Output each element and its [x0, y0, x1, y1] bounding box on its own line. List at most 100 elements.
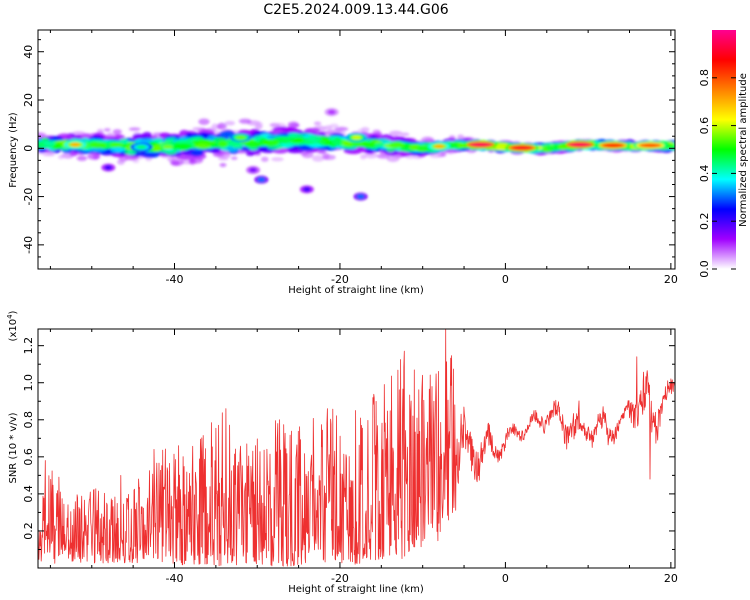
- spectrogram-cell: [360, 154, 367, 160]
- spectrogram-cell: [219, 162, 227, 167]
- spectrogram-cell: [142, 150, 161, 158]
- figure-title: C2E5.2024.009.13.44.G06: [263, 2, 448, 18]
- spectrogram-cell: [329, 129, 342, 134]
- x-tick-label: -20: [331, 572, 349, 585]
- spectrogram-cell: [304, 128, 320, 133]
- spectrogram-cell: [218, 140, 228, 148]
- spectrogram-cell: [173, 142, 192, 150]
- spectrogram-y-axis-label: Frequency (Hz): [8, 112, 19, 188]
- spectrogram-cell: [211, 123, 219, 130]
- x-tick-label: -40: [166, 273, 184, 286]
- spectrogram-hotspot: [639, 143, 662, 148]
- snr-frame: [37, 328, 676, 569]
- spectrogram-cell: [545, 145, 559, 151]
- spectrogram-cell: [109, 142, 124, 148]
- spectrogram-hotspot: [70, 142, 81, 147]
- spectrogram-cell: [317, 149, 327, 154]
- spectrogram-cell: [72, 131, 86, 136]
- spectrogram-cell: [307, 135, 322, 143]
- spectrogram-cell: [389, 141, 405, 149]
- spectrogram-cell: [357, 128, 366, 133]
- spectrogram-cell: [338, 139, 355, 146]
- spectrogram-cell: [416, 146, 431, 151]
- y-tick-label: 1.0: [22, 374, 35, 392]
- y-tick-label: 1.2: [22, 337, 35, 355]
- y-tick-label: 0.6: [22, 448, 35, 466]
- x-tick-label: 0: [502, 273, 509, 286]
- y-tick-label: 20: [22, 93, 35, 107]
- spectrogram-hotspot: [434, 144, 445, 149]
- x-tick-label: -20: [331, 273, 349, 286]
- spectrogram-hotspot: [510, 145, 533, 150]
- colorbar-tick-label: 0.4: [698, 165, 711, 183]
- spectrogram-outlier: [104, 165, 113, 171]
- colorbar: 0.0 0.2 0.4 0.6 0.8 Normalized spectral ampl…: [698, 30, 749, 278]
- spectrogram-hotspot: [136, 145, 147, 150]
- spectrogram-hotspot: [235, 135, 246, 140]
- spectrogram-x-axis-label: Height of straight line (km): [288, 285, 424, 296]
- spectrogram-outlier: [356, 194, 365, 200]
- spectrogram-cell: [386, 155, 400, 162]
- spectrogram-cell: [293, 137, 304, 143]
- spectrogram-outlier: [327, 109, 336, 115]
- spectrogram-cell: [169, 159, 184, 166]
- spectrogram-cell: [128, 127, 141, 131]
- spectrogram-cell: [313, 121, 322, 126]
- colorbar-tick-label: 0.0: [698, 260, 711, 278]
- colorbar-scale: [712, 30, 736, 269]
- spectrogram-cell: [282, 136, 295, 141]
- spectrogram-cell: [260, 156, 269, 162]
- spectrogram-cell: [262, 139, 279, 147]
- spectrogram-cell: [42, 152, 56, 157]
- spectrogram-cell: [162, 144, 173, 150]
- spectrogram-cell: [324, 125, 333, 131]
- spectrogram-cell: [216, 124, 223, 130]
- spectrogram-cell: [190, 149, 204, 157]
- spectrogram-cell: [88, 141, 107, 149]
- spectrogram-heatmap: [38, 108, 675, 201]
- spectrogram-cell: [224, 120, 236, 126]
- spectrogram-cell: [198, 118, 210, 126]
- spectrogram-cell: [114, 134, 125, 140]
- spectrogram-cell: [389, 130, 403, 136]
- y-tick-label: -20: [22, 188, 35, 206]
- spectrogram-cell: [219, 131, 233, 138]
- spectrogram-cell: [103, 128, 111, 132]
- snr-y-axis-label: SNR (10 * v/v): [8, 412, 19, 483]
- x-tick-label: 20: [664, 572, 678, 585]
- spectrogram-cell: [53, 142, 63, 150]
- y-tick-label: 0.4: [22, 485, 35, 503]
- x-tick-label: -40: [166, 572, 184, 585]
- spectrogram-cell: [97, 128, 104, 133]
- y-tick-label: -40: [22, 236, 35, 254]
- spectrogram-outlier: [249, 167, 258, 173]
- spectrogram-ticks: -40 -20 0 20 -40 -20 0 20 40: [22, 30, 678, 286]
- spectrogram-cell: [76, 155, 88, 161]
- spectrogram-hotspot: [469, 142, 492, 147]
- spectrogram-cell: [290, 123, 300, 128]
- spectrogram-cell: [255, 123, 263, 130]
- colorbar-ticks: 0.0 0.2 0.4 0.6 0.8: [698, 69, 736, 278]
- spectrogram-cell: [322, 154, 336, 161]
- spectrogram-cell: [376, 153, 391, 159]
- spectrogram-cell: [373, 142, 385, 148]
- y-tick-label: 0: [22, 145, 35, 152]
- spectrogram-cell: [112, 129, 122, 135]
- spectrogram-cell: [152, 144, 161, 152]
- colorbar-tick-label: 0.2: [698, 212, 711, 230]
- spectrogram-hotspot: [568, 142, 591, 147]
- spectrogram-cell: [271, 157, 284, 162]
- snr-x-axis-label: Height of straight line (km): [288, 584, 424, 595]
- spectrogram-cell: [244, 140, 262, 148]
- colorbar-tick-label: 0.8: [698, 69, 711, 87]
- spectrogram-cell: [400, 132, 410, 137]
- spectrogram-hotspot: [601, 143, 624, 148]
- spectrogram-cell: [195, 143, 212, 150]
- spectrogram-cell: [429, 153, 443, 158]
- y-tick-label: 40: [22, 45, 35, 59]
- x-tick-label: 20: [664, 273, 678, 286]
- spectrogram-hotspot: [351, 135, 362, 140]
- spectrogram-panel: -40 -20 0 20 -40 -20 0 20 40 Height of straight …: [8, 29, 678, 296]
- colorbar-tick-label: 0.6: [698, 117, 711, 135]
